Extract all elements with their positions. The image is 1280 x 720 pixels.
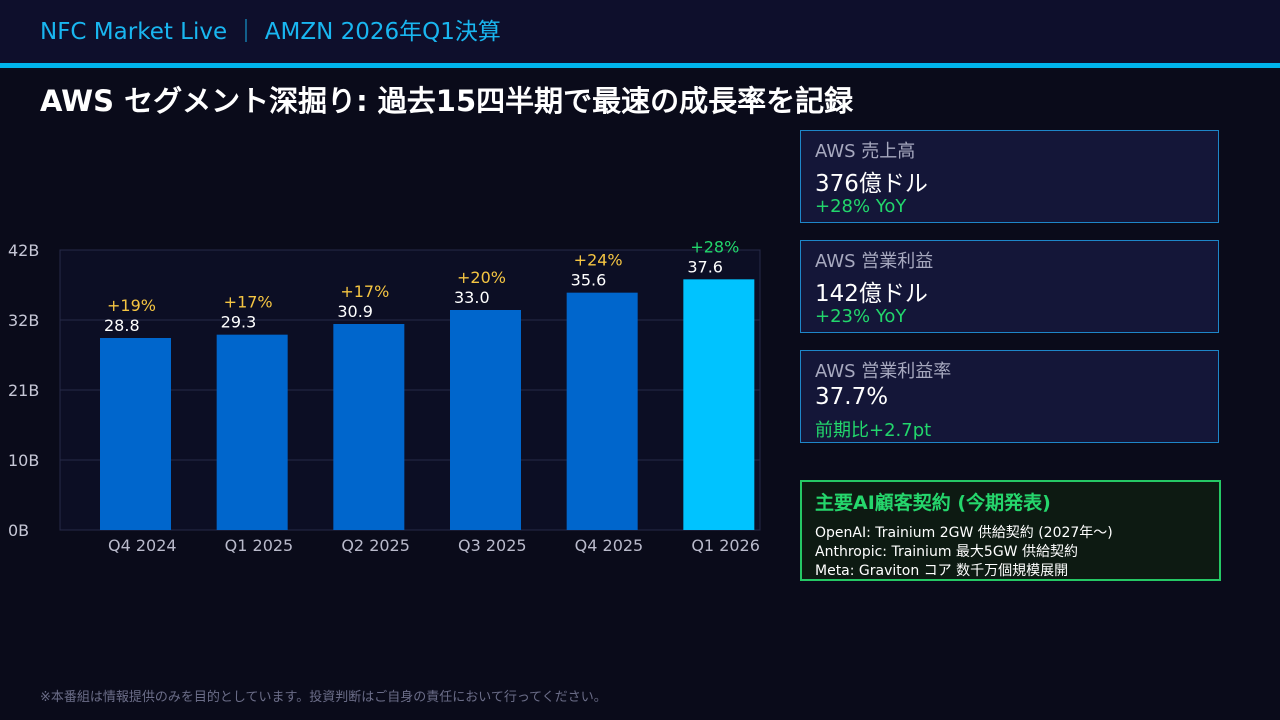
bar-value-label: 35.6 xyxy=(571,271,607,290)
bar-value-label: 30.9 xyxy=(337,302,373,321)
x-tick-label: Q4 2024 xyxy=(108,536,177,555)
list-item: Meta: Graviton コア 数千万個規模展開 xyxy=(815,563,1069,579)
list-item: OpenAI: Trainium 2GW 供給契約 (2027年〜) xyxy=(815,525,1113,541)
x-tick-label: Q1 2025 xyxy=(225,536,294,555)
bar xyxy=(450,310,521,530)
bar xyxy=(683,279,755,530)
page-title: AWS セグメント深掘り: 過去15四半期で最速の成長率を記録 xyxy=(40,84,854,118)
kpi-value: 37.7% xyxy=(815,384,889,410)
y-tick-label: 0B xyxy=(8,521,29,540)
kpi-change: +28% YoY xyxy=(815,196,907,217)
disclaimer: ※本番組は情報提供のみを目的としています。投資判断はご自身の責任において行ってく… xyxy=(40,690,607,705)
top-bar: NFC Market Live ｜ AMZN 2026年Q1決算 xyxy=(0,0,1280,68)
y-tick-label: 42B xyxy=(8,241,39,260)
bar-growth-label: +28% xyxy=(690,237,739,256)
bar-value-label: 29.3 xyxy=(221,313,257,332)
kpi-card-revenue: AWS 売上高 376億ドル +28% YoY xyxy=(800,130,1219,223)
bar xyxy=(566,292,638,530)
bar-growth-label: +24% xyxy=(574,251,623,270)
bar-growth-label: +17% xyxy=(340,282,389,301)
ai-customers-panel: 主要AI顧客契約 (今期発表) OpenAI: Trainium 2GW 供給契… xyxy=(800,480,1221,581)
ai-customers-title: 主要AI顧客契約 (今期発表) xyxy=(815,492,1051,514)
kpi-label: AWS 営業利益率 xyxy=(815,361,952,382)
kpi-change: 前期比+2.7pt xyxy=(815,420,932,441)
x-tick-label: Q3 2025 xyxy=(458,536,527,555)
kpi-label: AWS 売上高 xyxy=(815,141,916,162)
list-item: Anthropic: Trainium 最大5GW 供給契約 xyxy=(815,544,1078,560)
bar xyxy=(100,338,171,530)
bar-growth-label: +19% xyxy=(107,296,156,315)
kpi-change: +23% YoY xyxy=(815,306,907,327)
kpi-value: 142億ドル xyxy=(815,281,928,307)
y-tick-label: 21B xyxy=(8,381,39,400)
bar-value-label: 28.8 xyxy=(104,316,140,335)
bar xyxy=(216,334,288,530)
ai-customers-list: OpenAI: Trainium 2GW 供給契約 (2027年〜) Anthr… xyxy=(815,524,1113,579)
bar-value-label: 33.0 xyxy=(454,288,490,307)
x-tick-label: Q4 2025 xyxy=(575,536,644,555)
x-tick-label: Q2 2025 xyxy=(341,536,410,555)
broadcast-title: NFC Market Live ｜ AMZN 2026年Q1決算 xyxy=(40,19,501,45)
bar-growth-label: +20% xyxy=(457,268,506,287)
kpi-value: 376億ドル xyxy=(815,171,928,197)
kpi-card-operating-margin: AWS 営業利益率 37.7% 前期比+2.7pt xyxy=(800,350,1219,443)
bar-growth-label: +17% xyxy=(224,293,273,312)
kpi-card-operating-income: AWS 営業利益 142億ドル +23% YoY xyxy=(800,240,1219,333)
x-tick-label: Q1 2026 xyxy=(691,536,760,555)
kpi-label: AWS 営業利益 xyxy=(815,251,934,272)
bar-value-label: 37.6 xyxy=(687,257,723,276)
bar xyxy=(333,324,405,530)
y-tick-label: 32B xyxy=(8,311,39,330)
y-tick-label: 10B xyxy=(8,451,39,470)
